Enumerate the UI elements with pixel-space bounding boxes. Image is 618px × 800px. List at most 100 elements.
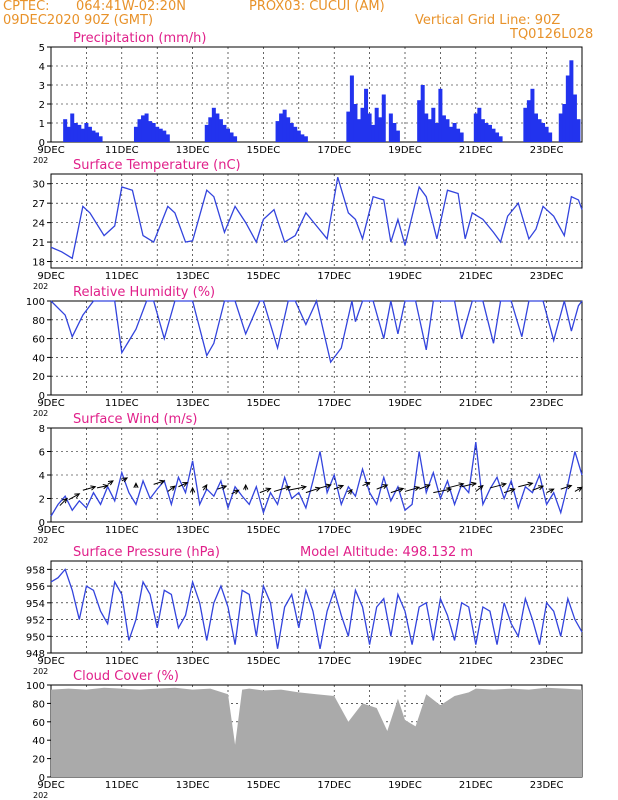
precip-bar bbox=[215, 113, 220, 142]
precip-bar bbox=[151, 123, 156, 142]
x-tick-label: 21DEC bbox=[459, 780, 493, 791]
precip-bar bbox=[70, 113, 75, 142]
wind-arrowhead bbox=[284, 485, 292, 491]
x-tick-label: 17DEC bbox=[317, 780, 351, 791]
precip-bar bbox=[569, 60, 574, 142]
wind-vector bbox=[532, 485, 544, 491]
precip-bar bbox=[495, 132, 500, 142]
wind-vector bbox=[390, 488, 404, 494]
precip-bar bbox=[544, 126, 549, 142]
precip-bar bbox=[576, 119, 581, 142]
panel-6 bbox=[47, 684, 583, 778]
precip-bar bbox=[427, 119, 432, 142]
x-tick-label: 23DEC bbox=[530, 656, 564, 667]
panel-title: Surface Wind (m/s) bbox=[73, 412, 197, 427]
precip-bar bbox=[300, 134, 305, 142]
panel-title: Surface Temperature (nC) bbox=[73, 158, 241, 173]
panel-title: Precipitation (mm/h) bbox=[73, 31, 206, 46]
precip-bar bbox=[526, 100, 531, 142]
y-tick-label: 80 bbox=[32, 699, 45, 710]
x-tick-label: 9DEC bbox=[37, 145, 64, 156]
precip-bar bbox=[371, 124, 376, 142]
x-tick-label: 11DEC bbox=[105, 398, 139, 409]
precip-bar bbox=[91, 130, 96, 142]
wind-arrowhead bbox=[538, 485, 545, 491]
precip-bar bbox=[229, 132, 234, 142]
precip-bar bbox=[434, 123, 439, 142]
precip-bar bbox=[431, 107, 436, 142]
precip-bar bbox=[395, 130, 400, 142]
panel-title: Surface Pressure (hPa) bbox=[73, 545, 220, 560]
x-year-label: 202 bbox=[33, 536, 48, 545]
y-tick-label: 8 bbox=[39, 424, 45, 435]
x-tick-label: 9DEC bbox=[37, 656, 64, 667]
x-tick-label: 23DEC bbox=[530, 145, 564, 156]
panel-4 bbox=[47, 427, 583, 523]
y-tick-label: 20 bbox=[32, 372, 45, 383]
wind-arrowhead bbox=[265, 487, 272, 493]
x-year-label: 202 bbox=[33, 156, 48, 165]
series-line bbox=[50, 568, 583, 649]
precip-bar bbox=[562, 104, 567, 142]
y-tick-label: 950 bbox=[26, 632, 45, 643]
x-tick-label: 21DEC bbox=[459, 145, 493, 156]
x-tick-label: 15DEC bbox=[247, 398, 281, 409]
wind-vector bbox=[259, 488, 271, 494]
wind-arrowhead bbox=[566, 484, 573, 490]
wind-vector bbox=[178, 482, 188, 488]
precip-bar bbox=[364, 88, 369, 142]
y-tick-label: 60 bbox=[32, 335, 45, 346]
y-tick-label: 954 bbox=[26, 599, 45, 610]
wind-arrowhead bbox=[338, 484, 345, 490]
wind-arrowhead bbox=[107, 480, 114, 486]
precip-bar bbox=[141, 115, 146, 142]
wind-vector bbox=[447, 483, 464, 489]
x-tick-label: 17DEC bbox=[317, 145, 351, 156]
precip-bar bbox=[388, 113, 393, 142]
x-tick-label: 15DEC bbox=[247, 780, 281, 791]
wind-arrowhead bbox=[90, 485, 97, 491]
plot-frame bbox=[50, 560, 583, 654]
precip-bar bbox=[303, 136, 308, 142]
x-tick-label: 23DEC bbox=[530, 525, 564, 536]
y-tick-label: 952 bbox=[26, 616, 45, 627]
y-tick-label: 0 bbox=[39, 518, 45, 529]
wind-arrowhead bbox=[122, 477, 129, 483]
y-tick-label: 2 bbox=[39, 100, 45, 111]
x-tick-label: 15DEC bbox=[247, 145, 281, 156]
precip-bar bbox=[84, 123, 89, 142]
wind-arrowhead bbox=[500, 482, 508, 488]
x-tick-label: 15DEC bbox=[247, 656, 281, 667]
y-tick-label: 27 bbox=[32, 199, 45, 210]
x-tick-label: 19DEC bbox=[388, 398, 422, 409]
wind-arrowhead bbox=[576, 486, 583, 492]
precip-bar bbox=[95, 132, 100, 142]
wind-vector bbox=[404, 486, 420, 492]
wind-arrowhead bbox=[159, 479, 166, 485]
x-tick-label: 11DEC bbox=[105, 145, 139, 156]
wind-arrowhead bbox=[470, 481, 477, 487]
x-year-label: 202 bbox=[33, 282, 48, 291]
wind-vector bbox=[546, 488, 554, 494]
wind-arrowhead bbox=[300, 485, 308, 491]
wind-vector bbox=[305, 487, 321, 494]
wind-arrowhead bbox=[458, 482, 465, 488]
x-tick-label: 11DEC bbox=[105, 525, 139, 536]
wind-arrowhead bbox=[382, 484, 389, 489]
x-tick-label: 11DEC bbox=[105, 780, 139, 791]
y-tick-label: 4 bbox=[39, 471, 45, 482]
wind-arrowhead bbox=[548, 488, 555, 494]
precip-bar bbox=[80, 128, 85, 142]
x-tick-label: 19DEC bbox=[388, 271, 422, 282]
header-coords: 064:41W-02:20N bbox=[76, 0, 186, 14]
wind-arrowhead bbox=[527, 481, 534, 487]
x-tick-label: 11DEC bbox=[105, 656, 139, 667]
precip-bar bbox=[378, 117, 383, 142]
precip-bar bbox=[558, 113, 563, 142]
wind-vector bbox=[167, 485, 176, 492]
wind-arrowhead bbox=[102, 483, 109, 490]
x-tick-label: 13DEC bbox=[176, 525, 210, 536]
wind-vector bbox=[489, 483, 507, 489]
precip-bar bbox=[158, 128, 163, 142]
precip-bar bbox=[572, 94, 577, 142]
